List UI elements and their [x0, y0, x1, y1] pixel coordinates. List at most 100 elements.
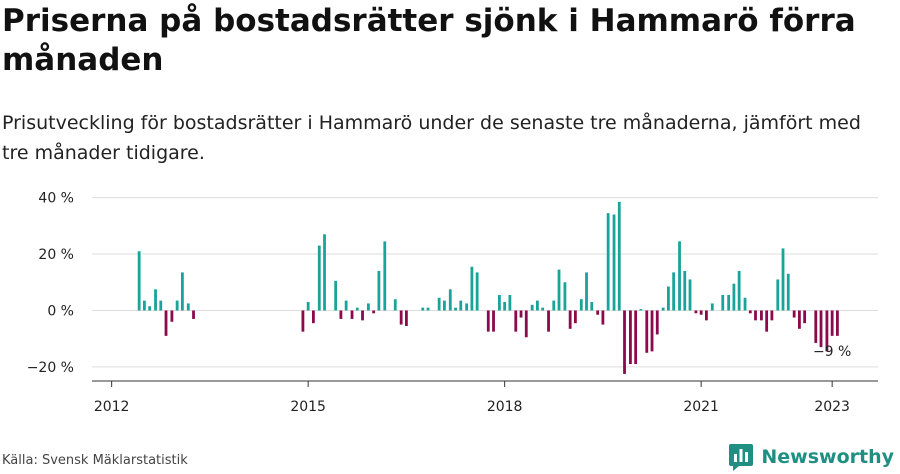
chart-subtitle: Prisutveckling för bostadsrätter i Hamma…: [2, 112, 861, 164]
bar: [667, 286, 670, 311]
bar: [383, 241, 387, 311]
bar-chart-logo-icon: [729, 444, 754, 471]
y-tick-label: 40 %: [38, 191, 74, 207]
x-tick-label: 2015: [290, 399, 326, 415]
bars: [137, 201, 839, 374]
bar: [437, 297, 441, 311]
bar: [776, 279, 780, 311]
bar: [678, 241, 681, 311]
bar: [459, 300, 463, 311]
bar: [645, 310, 649, 353]
bar: [339, 310, 343, 319]
bar: [350, 310, 354, 319]
x-tick-label: 2023: [814, 399, 850, 415]
x-axis: [92, 380, 878, 387]
bar: [148, 306, 152, 311]
bar: [454, 307, 457, 311]
bar: [606, 213, 610, 311]
bar: [541, 307, 545, 311]
bar: [721, 294, 725, 311]
chart-title: Priserna på bostadsrätter sjönk i Hammar…: [2, 3, 856, 78]
bar: [672, 272, 676, 311]
y-tick-label: 0 %: [47, 303, 74, 319]
bar: [694, 310, 698, 314]
bar: [612, 214, 616, 311]
brand-name: Newsworthy: [761, 446, 894, 468]
bar: [503, 302, 507, 311]
bar: [792, 310, 796, 318]
bar: [426, 307, 430, 311]
bar: [519, 310, 523, 318]
bar: [590, 302, 594, 311]
last-value-annotation: −9 %: [813, 344, 851, 360]
bar: [372, 310, 376, 314]
bar: [601, 310, 605, 325]
bar: [781, 248, 785, 311]
bar: [737, 270, 741, 311]
bar: [514, 310, 518, 332]
bar: [552, 300, 556, 311]
bar: [405, 310, 408, 326]
bar: [661, 307, 665, 311]
grid-lines: [92, 197, 878, 368]
bar: [470, 266, 474, 311]
x-tick-label: 2021: [683, 399, 719, 415]
bar: [361, 310, 364, 321]
bar: [743, 297, 747, 311]
source-note: Källa: Svensk Mäklarstatistik: [2, 453, 188, 468]
x-tick-label: 2012: [94, 399, 130, 415]
bar: [180, 272, 184, 311]
bar: [355, 307, 359, 311]
bar: [683, 270, 687, 311]
bar: [803, 310, 807, 324]
bar: [448, 289, 452, 311]
bar: [634, 310, 638, 365]
bar: [830, 310, 834, 336]
bar: [573, 310, 577, 324]
bar: [727, 294, 731, 311]
bar: [536, 300, 539, 311]
bar: [498, 294, 501, 311]
bar: [442, 300, 446, 311]
bar: [732, 283, 736, 311]
bar: [377, 270, 381, 311]
bar: [367, 303, 370, 311]
bar: [421, 307, 425, 311]
bar: [175, 300, 179, 311]
bar: [393, 299, 397, 311]
bar: [748, 310, 752, 314]
bar: [835, 310, 839, 336]
bar: [159, 300, 163, 311]
bar: [508, 294, 512, 311]
bar: [306, 302, 310, 311]
tick-labels: −20 % 0 % 20 % 40 % 2012 2015 2018 2021 2023 −9 %: [27, 191, 852, 415]
bar: [629, 310, 632, 365]
bar: [814, 310, 818, 343]
bar: [825, 310, 829, 352]
y-tick-label: 20 %: [38, 247, 74, 263]
bar: [596, 310, 600, 315]
bar: [154, 289, 157, 311]
bar: [399, 310, 403, 325]
bar: [688, 279, 692, 311]
bar: [765, 310, 769, 332]
bar: [143, 300, 146, 311]
bar: [760, 310, 763, 321]
bar: [710, 303, 714, 311]
x-tick-label: 2018: [487, 399, 523, 415]
bar: [486, 310, 490, 332]
bar: [137, 251, 141, 311]
bar: [786, 273, 790, 311]
bar: [617, 201, 621, 311]
bar: [563, 282, 567, 311]
bar: [192, 310, 195, 319]
bar: [475, 272, 479, 311]
bar: [819, 310, 823, 348]
bar: [699, 310, 703, 315]
bar: [579, 299, 583, 311]
brand-logo[interactable]: Newsworthy: [728, 442, 894, 472]
bar: [639, 309, 643, 311]
bar: [323, 234, 326, 311]
bar: [655, 310, 659, 335]
bar: [344, 300, 348, 311]
